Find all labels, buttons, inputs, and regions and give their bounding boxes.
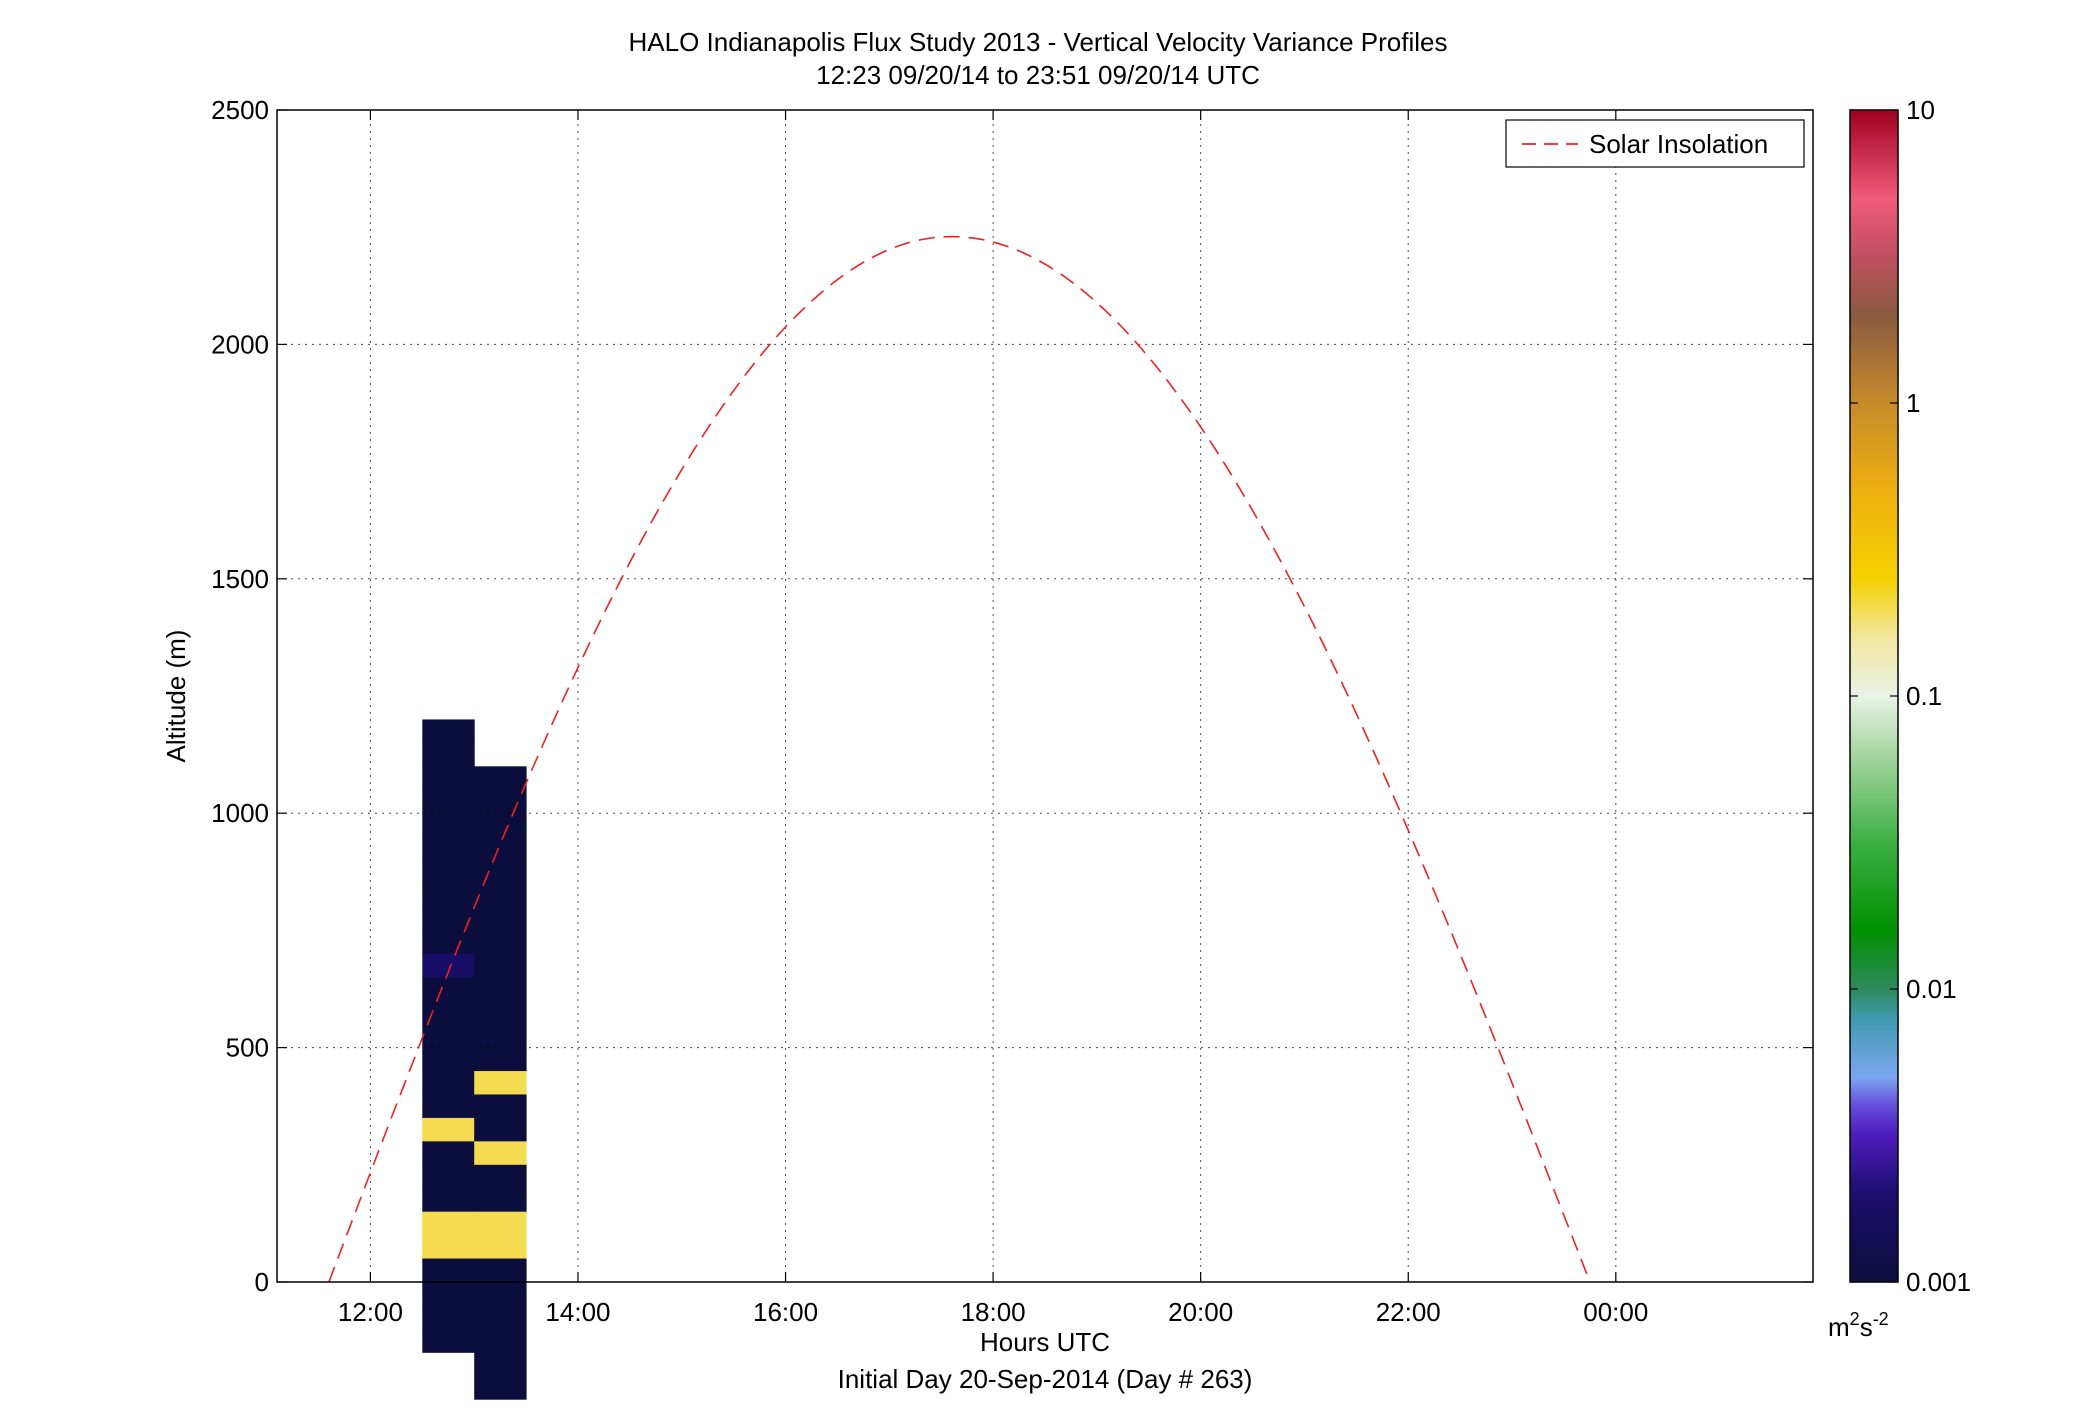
heatmap-cell: [474, 836, 527, 861]
legend-label: Solar Insolation: [1589, 129, 1768, 159]
heatmap-cell: [422, 789, 475, 814]
colorbar: 10 1 0.1 0.01 0.001 m2s-2: [1828, 95, 1971, 1342]
colorbar-tick-label: 0.01: [1906, 974, 1957, 1004]
heatmap-cell: [474, 1164, 527, 1189]
heatmap-cell: [474, 1328, 527, 1353]
heatmap-cell: [422, 1258, 475, 1283]
heatmap-cell: [422, 930, 475, 955]
heatmap-cell: [474, 977, 527, 1002]
heatmap-cell: [422, 1141, 475, 1166]
colorbar-units-exp1: 2: [1850, 1309, 1860, 1329]
heatmap-cells: [422, 719, 527, 1400]
heatmap-cell: [474, 930, 527, 955]
chart-subtitle: 12:23 09/20/14 to 23:51 09/20/14 UTC: [816, 60, 1260, 90]
heatmap-cell: [422, 906, 475, 931]
plot-frame: [276, 109, 1814, 1283]
heatmap-cell: [474, 1141, 527, 1166]
heatmap-cell: [422, 1282, 475, 1306]
y-tick-label: 1000: [211, 798, 269, 828]
y-tick-label: 500: [226, 1033, 269, 1063]
heatmap-cell: [474, 1188, 527, 1213]
heatmap-cell: [474, 1305, 527, 1330]
y-tick-label: 0: [255, 1267, 269, 1297]
solar-insolation-curve: [328, 235, 1591, 1283]
heatmap-cell: [422, 1188, 475, 1213]
colorbar-units: m2s-2: [1828, 1309, 1889, 1342]
x-axis: 12:00 14:00 16:00 18:00 20:00 22:00 00:00: [338, 110, 1648, 1327]
heatmap-cell: [422, 766, 475, 791]
heatmap-cell: [422, 1094, 475, 1119]
x-axis-label: Hours UTC: [980, 1327, 1110, 1357]
heatmap-cell: [422, 1328, 475, 1353]
chart-title: HALO Indianapolis Flux Study 2013 - Vert…: [629, 27, 1448, 57]
colorbar-units-exp2: -2: [1873, 1309, 1889, 1329]
heatmap-cell: [422, 719, 475, 744]
colorbar-tick-label: 0.1: [1906, 681, 1942, 711]
heatmap-cell: [474, 883, 527, 908]
plot-area: [277, 110, 1813, 1282]
heatmap-cell: [474, 1258, 527, 1283]
heatmap-cell: [422, 1211, 475, 1236]
colorbar-tick-label: 1: [1906, 388, 1920, 418]
heatmap-cell: [422, 1164, 475, 1189]
y-tick-label: 2500: [211, 95, 269, 125]
y-axis-label: Altitude (m): [161, 630, 191, 763]
y-tick-label: 1500: [211, 564, 269, 594]
heatmap-cell: [474, 1375, 527, 1400]
heatmap-cell: [474, 1094, 527, 1119]
colorbar-tick-label: 0.001: [1906, 1267, 1971, 1297]
heatmap-cell: [474, 953, 527, 978]
heatmap-cell: [422, 1235, 475, 1260]
x-tick-label: 00:00: [1583, 1297, 1648, 1327]
heatmap-cell: [474, 1117, 527, 1142]
heatmap-cell: [422, 883, 475, 908]
heatmap-cell: [422, 860, 475, 885]
heatmap-cell: [422, 1000, 475, 1025]
heatmap-cell: [474, 766, 527, 791]
heatmap-cell: [474, 906, 527, 931]
heatmap-cell: [422, 1047, 475, 1072]
heatmap-cell: [422, 836, 475, 861]
heatmap-cell: [474, 813, 527, 838]
heatmap-cell: [422, 1117, 475, 1142]
y-tick-label: 2000: [211, 329, 269, 359]
heatmap-cell: [474, 789, 527, 814]
colorbar-ticks: 10 1 0.1 0.01 0.001: [1850, 95, 1971, 1297]
heatmap-cell: [422, 1024, 475, 1049]
colorbar-units-s: s: [1860, 1312, 1873, 1342]
heatmap-cell: [474, 1024, 527, 1049]
heatmap-cell: [474, 1235, 527, 1260]
heatmap-cell: [474, 1282, 527, 1306]
heatmap-cell: [422, 813, 475, 838]
legend: Solar Insolation: [1505, 119, 1805, 168]
x-axis-sublabel: Initial Day 20-Sep-2014 (Day # 263): [838, 1364, 1253, 1394]
heatmap-cell: [474, 1071, 527, 1095]
x-tick-label: 18:00: [961, 1297, 1026, 1327]
heatmap-cell: [474, 860, 527, 885]
heatmap-cell: [474, 1000, 527, 1025]
heatmap-cell: [422, 742, 475, 767]
y-axis: 0 500 1000 1500 2000 2500: [211, 95, 1813, 1297]
x-tick-label: 12:00: [338, 1297, 403, 1327]
heatmap-cell: [474, 1352, 527, 1377]
heatmap-cell: [422, 1305, 475, 1330]
colorbar-tick-label: 10: [1906, 95, 1935, 125]
x-tick-label: 16:00: [753, 1297, 818, 1327]
heatmap-cell: [474, 1211, 527, 1236]
x-tick-label: 20:00: [1168, 1297, 1233, 1327]
heatmap-cell: [422, 1071, 475, 1095]
heatmap-cell: [422, 953, 475, 978]
x-tick-label: 14:00: [545, 1297, 610, 1327]
heatmap-cell: [474, 1047, 527, 1072]
x-tick-label: 22:00: [1376, 1297, 1441, 1327]
heatmap-cell: [422, 977, 475, 1002]
colorbar-units-m: m: [1828, 1312, 1850, 1342]
